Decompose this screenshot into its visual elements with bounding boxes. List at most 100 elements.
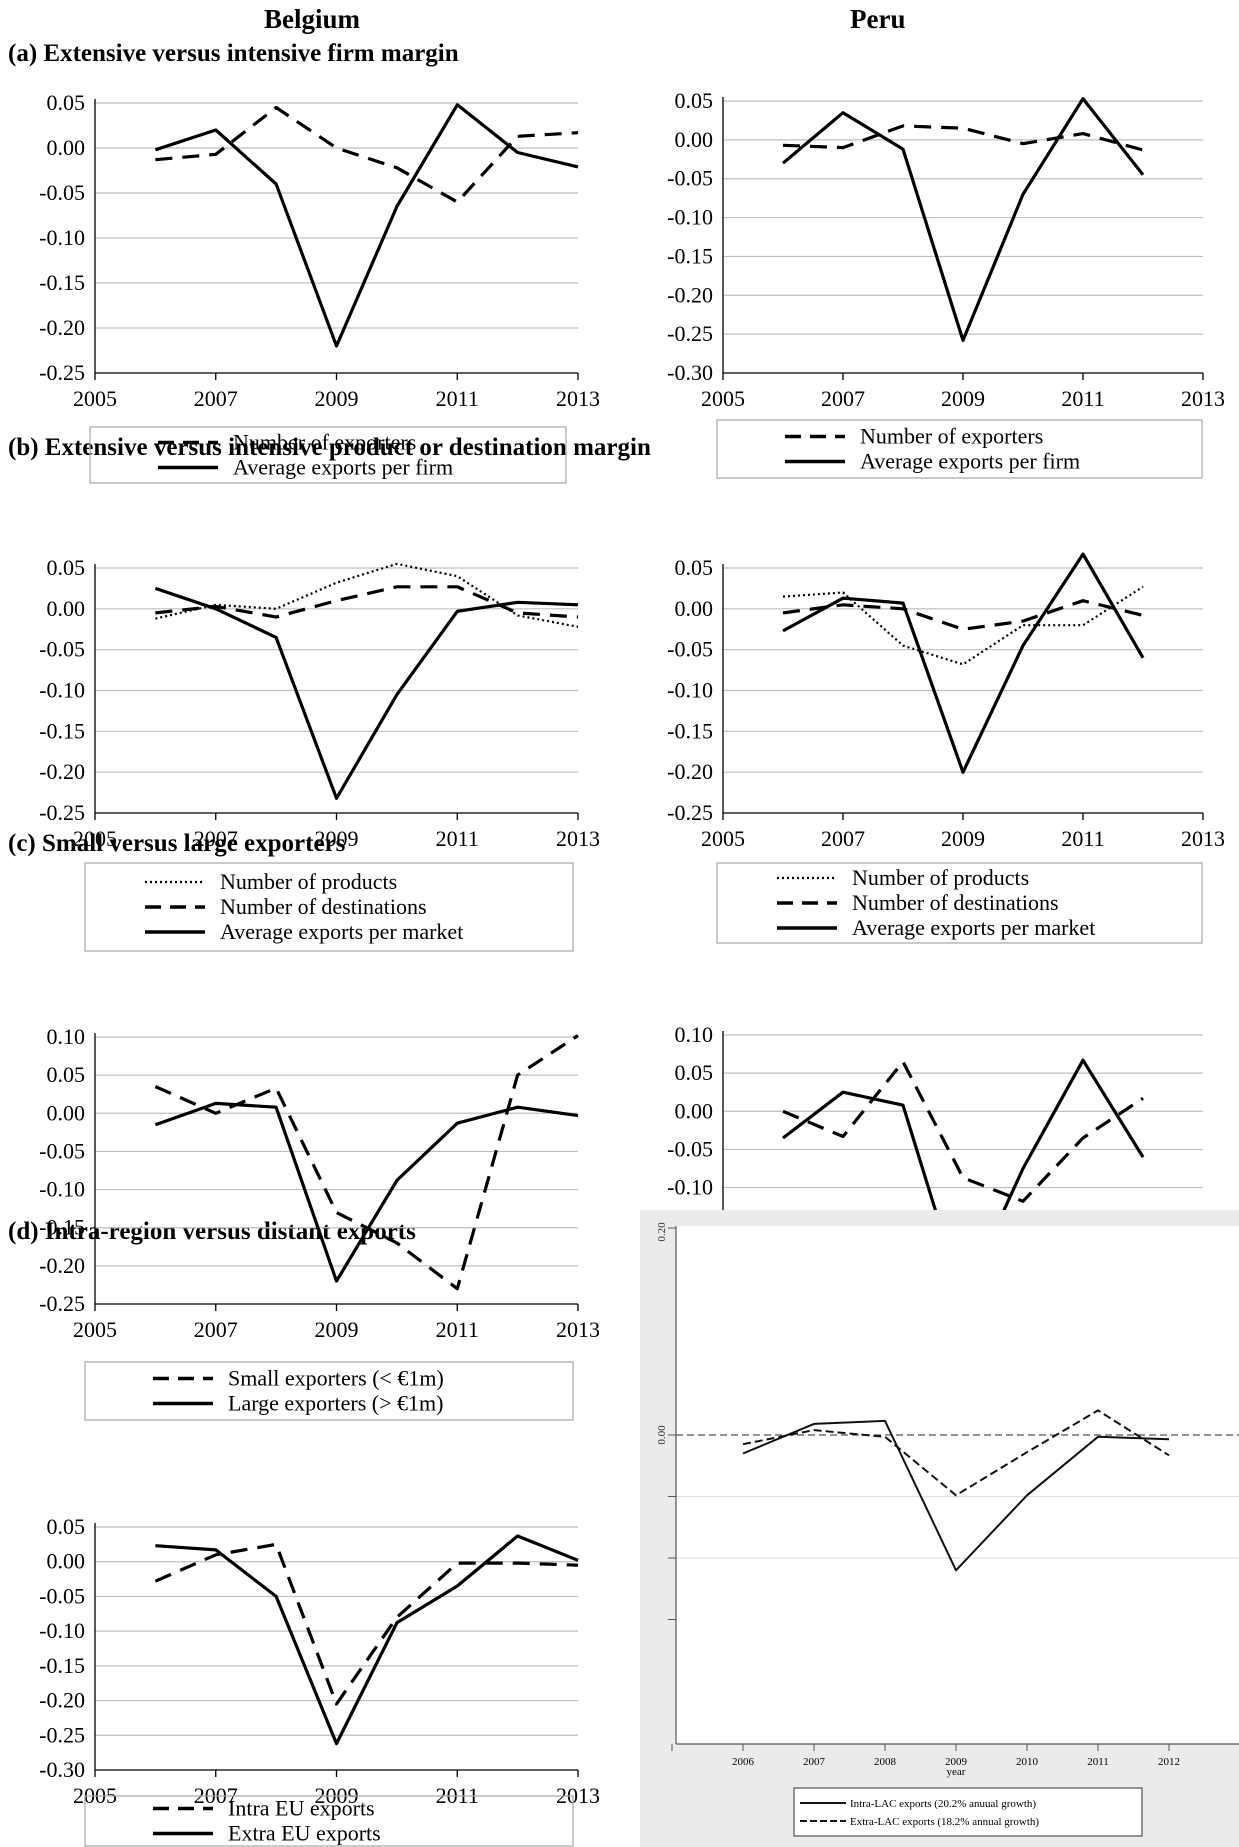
chart-c-belgium: 0.100.050.00-0.05-0.10-0.15-0.20-0.25200… bbox=[39, 1024, 600, 1421]
y-tick-label: 0.05 bbox=[675, 555, 714, 580]
x-tick-label: 2007 bbox=[194, 1317, 238, 1342]
legend-label-2: Average exports per market bbox=[220, 919, 463, 944]
x-tick-label: 2007 bbox=[194, 826, 238, 851]
x-tick-label: 2013 bbox=[556, 386, 600, 411]
legend-box bbox=[84, 1361, 574, 1421]
y-tick-label: 0.00 bbox=[47, 1100, 86, 1125]
y-tick-label: -0.25 bbox=[39, 1291, 85, 1316]
legend-label-0: Number of products bbox=[220, 869, 397, 894]
x-tick-label: 2009 bbox=[315, 386, 359, 411]
y-tick-label: -0.15 bbox=[667, 718, 713, 743]
series-line-0 bbox=[782, 1060, 1144, 1203]
x-tick-label: 2011 bbox=[436, 1317, 479, 1342]
y-tick-label: -0.20 bbox=[667, 282, 713, 307]
x-tick-label: 2005 bbox=[73, 1317, 117, 1342]
legend-box bbox=[89, 426, 567, 484]
legend-label-0: Intra-LAC exports (20.2% anuual growth) bbox=[850, 1798, 1036, 1810]
y-tick-label: -0.05 bbox=[667, 637, 713, 662]
series-line-1 bbox=[154, 103, 579, 348]
legend-label-0: Small exporters (< €1m) bbox=[228, 1366, 444, 1391]
series-line-0 bbox=[782, 124, 1144, 152]
legend-label-1: Average exports per firm bbox=[860, 449, 1080, 474]
series-line-1 bbox=[154, 1101, 579, 1283]
legend-label-1: Large exporters (> €1m) bbox=[228, 1391, 443, 1416]
y-tick-label: -0.30 bbox=[39, 1757, 85, 1782]
x-tick-label: 2009 bbox=[315, 1317, 359, 1342]
x-tick-label: 2011 bbox=[1087, 1756, 1109, 1768]
x-tick-label: 2009 bbox=[941, 826, 985, 851]
y-tick-label: -0.10 bbox=[39, 225, 85, 250]
legend-box bbox=[84, 1795, 574, 1847]
series-line-0 bbox=[155, 105, 579, 204]
y-tick-label: 0.00 bbox=[675, 1098, 714, 1123]
x-tick-label: 2010 bbox=[1016, 1756, 1039, 1768]
y-tick-label: -0.05 bbox=[39, 637, 85, 662]
legend-label-2: Average exports per market bbox=[852, 915, 1095, 940]
x-tick-label: 2007 bbox=[821, 386, 865, 411]
y-tick-label: -0.25 bbox=[667, 800, 713, 825]
legend-label-0: Number of exporters bbox=[860, 424, 1043, 449]
x-tick-label: 2011 bbox=[1061, 826, 1104, 851]
y-tick-label: 0.00 bbox=[47, 596, 86, 621]
y-tick-label: -0.25 bbox=[39, 1722, 85, 1747]
chart-a-peru: 0.050.00-0.05-0.10-0.15-0.20-0.25-0.3020… bbox=[667, 88, 1225, 479]
y-tick-label: 0.05 bbox=[675, 88, 714, 113]
y-tick-label: -0.10 bbox=[667, 678, 713, 703]
y-tick-label: 0.00 bbox=[47, 135, 86, 160]
series-line-0 bbox=[782, 585, 1144, 666]
y-tick-label: -0.10 bbox=[667, 1175, 713, 1200]
series-line-1 bbox=[155, 585, 579, 619]
y-tick-label: -0.10 bbox=[39, 678, 85, 703]
x-tick-label: 2008 bbox=[874, 1756, 897, 1768]
y-tick-label: 0.10 bbox=[675, 1022, 714, 1047]
series-line-0 bbox=[155, 562, 579, 628]
y-tick-label: 0.05 bbox=[47, 1514, 86, 1539]
y-tick-label: -0.05 bbox=[667, 166, 713, 191]
series-line-1 bbox=[782, 599, 1144, 631]
x-axis-title: year bbox=[947, 1766, 966, 1778]
legend-label-1: Number of destinations bbox=[852, 890, 1059, 915]
section-a-heading: (a) Extensive versus intensive firm marg… bbox=[8, 40, 459, 67]
series-line-2 bbox=[782, 552, 1145, 774]
y-tick-label: -0.15 bbox=[39, 270, 85, 295]
x-tick-label: 2013 bbox=[556, 826, 600, 851]
y-tick-label: 0.00 bbox=[675, 596, 714, 621]
legend-label-1: Number of destinations bbox=[220, 894, 427, 919]
y-tick-label: -0.20 bbox=[39, 1253, 85, 1278]
legend-box bbox=[793, 1787, 1143, 1837]
x-tick-label: 2013 bbox=[1181, 826, 1225, 851]
y-tick-label: -0.25 bbox=[667, 321, 713, 346]
y-tick-label: -0.25 bbox=[39, 360, 85, 385]
x-tick-label: 2009 bbox=[941, 386, 985, 411]
y-tick-label: 0.05 bbox=[47, 1062, 86, 1087]
y-tick-label: 0.05 bbox=[675, 1060, 714, 1085]
y-tick-label: -0.15 bbox=[39, 1215, 85, 1240]
legend-label-0: Number of products bbox=[852, 865, 1029, 890]
legend: Small exporters (< €1m)Large exporters (… bbox=[84, 1361, 574, 1421]
y-tick-label: -0.20 bbox=[667, 759, 713, 784]
legend-box bbox=[716, 862, 1203, 944]
x-tick-label: 2011 bbox=[436, 386, 479, 411]
legend-box bbox=[84, 862, 574, 952]
legend-label-1: Average exports per firm bbox=[233, 455, 453, 480]
x-tick-label: 2007 bbox=[194, 386, 238, 411]
x-tick-label: 2007 bbox=[803, 1756, 826, 1768]
x-tick-label: 2009 bbox=[315, 826, 359, 851]
chart-d-peru: 0.20 0.00 2006 2007 2008 2009 2010 2011 2012 year… bbox=[640, 1210, 1239, 1847]
legend-label-1: Extra EU exports bbox=[228, 1821, 381, 1846]
section-c-heading: (c) Small versus large exporters bbox=[8, 830, 346, 857]
y-tick-label: 0.00 bbox=[656, 1425, 668, 1445]
plot-area bbox=[676, 1226, 1239, 1744]
section-b-heading: (b) Extensive versus intensive product o… bbox=[8, 434, 651, 461]
y-tick-label: -0.05 bbox=[39, 1583, 85, 1608]
y-tick-label: -0.05 bbox=[39, 180, 85, 205]
y-tick-label: -0.20 bbox=[39, 759, 85, 784]
y-tick-label: -0.15 bbox=[39, 718, 85, 743]
